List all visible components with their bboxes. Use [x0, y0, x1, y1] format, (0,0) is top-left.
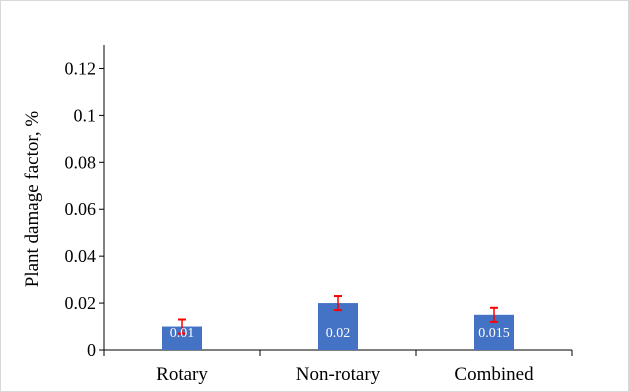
x-tick-label: Non-rotary: [296, 364, 381, 385]
y-ticks: 0 0.02 0.04 0.06 0.08 0.1 0.12: [65, 58, 104, 360]
y-tick-label: 0.04: [65, 246, 97, 266]
y-tick-label: 0.12: [65, 58, 97, 78]
x-tick-label: Combined: [454, 364, 534, 385]
y-axis-label: Plant damage factor, %: [22, 111, 43, 288]
error-bars: [178, 295, 498, 335]
x-tick-label: Rotary: [156, 364, 208, 385]
data-labels: 0.01 0.02 0.015: [170, 326, 510, 341]
y-tick-label: 0.06: [65, 199, 97, 219]
y-tick-label: 0.08: [65, 152, 97, 172]
y-tick-label: 0: [87, 340, 96, 360]
y-tick-label: 0.02: [65, 293, 97, 313]
bar: [162, 326, 202, 350]
data-label: 0.015: [478, 326, 510, 341]
data-label: 0.01: [170, 326, 195, 341]
x-tick-labels: Rotary Non-rotary Combined: [156, 364, 534, 385]
data-label: 0.02: [326, 326, 351, 341]
y-tick-label: 0.1: [74, 105, 97, 125]
